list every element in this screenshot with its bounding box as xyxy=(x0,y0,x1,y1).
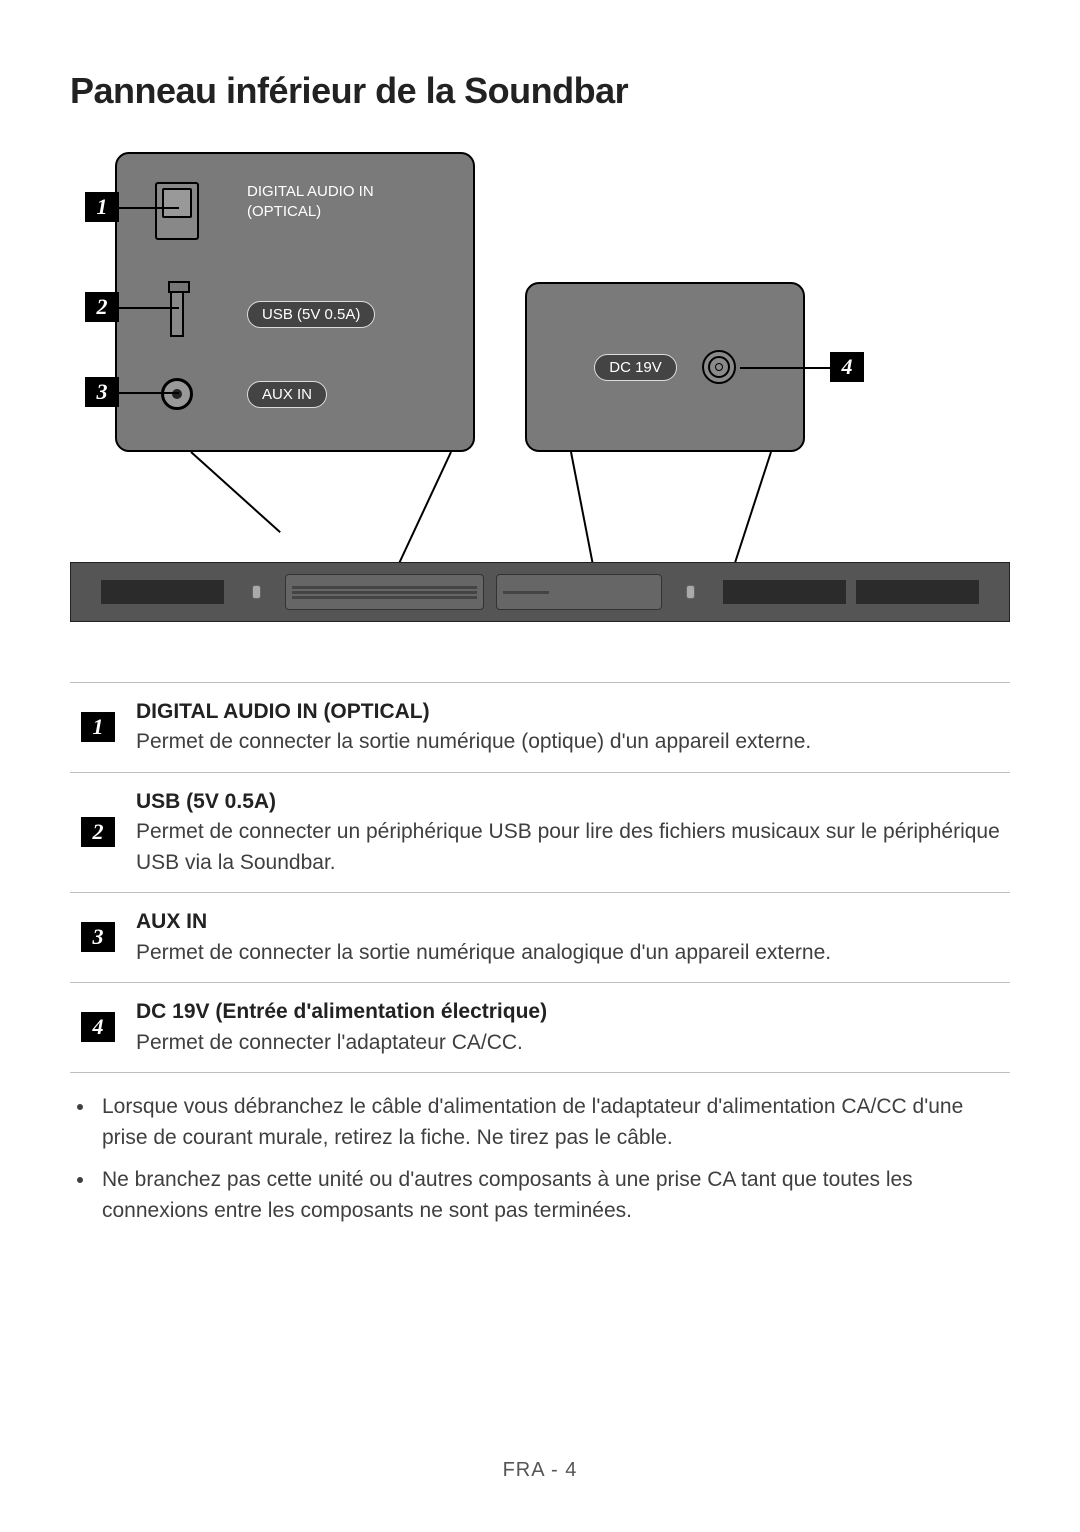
row-desc-2: Permet de connecter un périphérique USB … xyxy=(136,817,1000,878)
row-badge-4: 4 xyxy=(81,1012,115,1042)
row-badge-1: 1 xyxy=(81,712,115,742)
page-title: Panneau inférieur de la Soundbar xyxy=(70,70,1010,112)
row-title-1: DIGITAL AUDIO IN (OPTICAL) xyxy=(136,697,1000,727)
diagram: DIGITAL AUDIO IN (OPTICAL) USB (5V 0.5A)… xyxy=(70,152,1010,622)
row-title-3: AUX IN xyxy=(136,907,1000,937)
definitions-table: 1 DIGITAL AUDIO IN (OPTICAL) Permet de c… xyxy=(70,682,1010,1073)
screw-icon xyxy=(252,585,261,599)
leader-1 xyxy=(119,207,179,209)
badge-3: 3 xyxy=(85,377,119,407)
table-row: 2 USB (5V 0.5A) Permet de connecter un p… xyxy=(70,772,1010,892)
page-footer: FRA - 4 xyxy=(0,1459,1080,1482)
aux-pill: AUX IN xyxy=(247,381,327,408)
screw-icon xyxy=(686,585,695,599)
dc-port-icon xyxy=(702,350,736,384)
panel-opening-1 xyxy=(285,574,484,610)
callout-right-leader-b xyxy=(733,452,772,567)
port-row-optical: DIGITAL AUDIO IN (OPTICAL) xyxy=(132,174,458,274)
table-row: 3 AUX IN Permet de connecter la sortie n… xyxy=(70,893,1010,983)
row-title-2: USB (5V 0.5A) xyxy=(136,787,1000,817)
row-desc-3: Permet de connecter la sortie numérique … xyxy=(136,938,1000,968)
badge-4: 4 xyxy=(830,352,864,382)
row-desc-1: Permet de connecter la sortie numérique … xyxy=(136,727,1000,757)
panel-opening-2 xyxy=(496,574,663,610)
callout-left-leader-a xyxy=(190,451,281,533)
leader-2 xyxy=(119,307,179,309)
port-row-aux: AUX IN xyxy=(132,354,458,434)
badge-2: 2 xyxy=(85,292,119,322)
optical-port-icon xyxy=(132,182,222,240)
dc19v-pill: DC 19V xyxy=(594,354,677,381)
badge-1: 1 xyxy=(85,192,119,222)
row-badge-2: 2 xyxy=(81,817,115,847)
note-item: Lorsque vous débranchez le câble d'alime… xyxy=(96,1091,1010,1154)
row-title-4: DC 19V (Entrée d'alimentation électrique… xyxy=(136,997,1000,1027)
notes-list: Lorsque vous débranchez le câble d'alime… xyxy=(70,1091,1010,1227)
leader-3 xyxy=(119,392,179,394)
callout-right-leader-a xyxy=(570,452,595,570)
table-row: 1 DIGITAL AUDIO IN (OPTICAL) Permet de c… xyxy=(70,683,1010,773)
callout-left-leader-b xyxy=(391,452,452,580)
leader-4 xyxy=(740,367,832,369)
row-badge-3: 3 xyxy=(81,922,115,952)
row-desc-4: Permet de connecter l'adaptateur CA/CC. xyxy=(136,1028,1000,1058)
table-row: 4 DC 19V (Entrée d'alimentation électriq… xyxy=(70,983,1010,1073)
usb-pill: USB (5V 0.5A) xyxy=(247,301,375,328)
callout-left-panel: DIGITAL AUDIO IN (OPTICAL) USB (5V 0.5A)… xyxy=(115,152,475,452)
grill-left xyxy=(101,580,224,604)
optical-label-line1: DIGITAL AUDIO IN xyxy=(247,182,374,202)
usb-port-icon xyxy=(132,291,222,337)
soundbar-graphic xyxy=(70,562,1010,622)
grill-mid xyxy=(723,580,846,604)
grill-right xyxy=(856,580,979,604)
optical-label-line2: (OPTICAL) xyxy=(247,202,374,222)
aux-port-icon xyxy=(132,378,222,410)
note-item: Ne branchez pas cette unité ou d'autres … xyxy=(96,1164,1010,1227)
port-row-usb: USB (5V 0.5A) xyxy=(132,274,458,354)
